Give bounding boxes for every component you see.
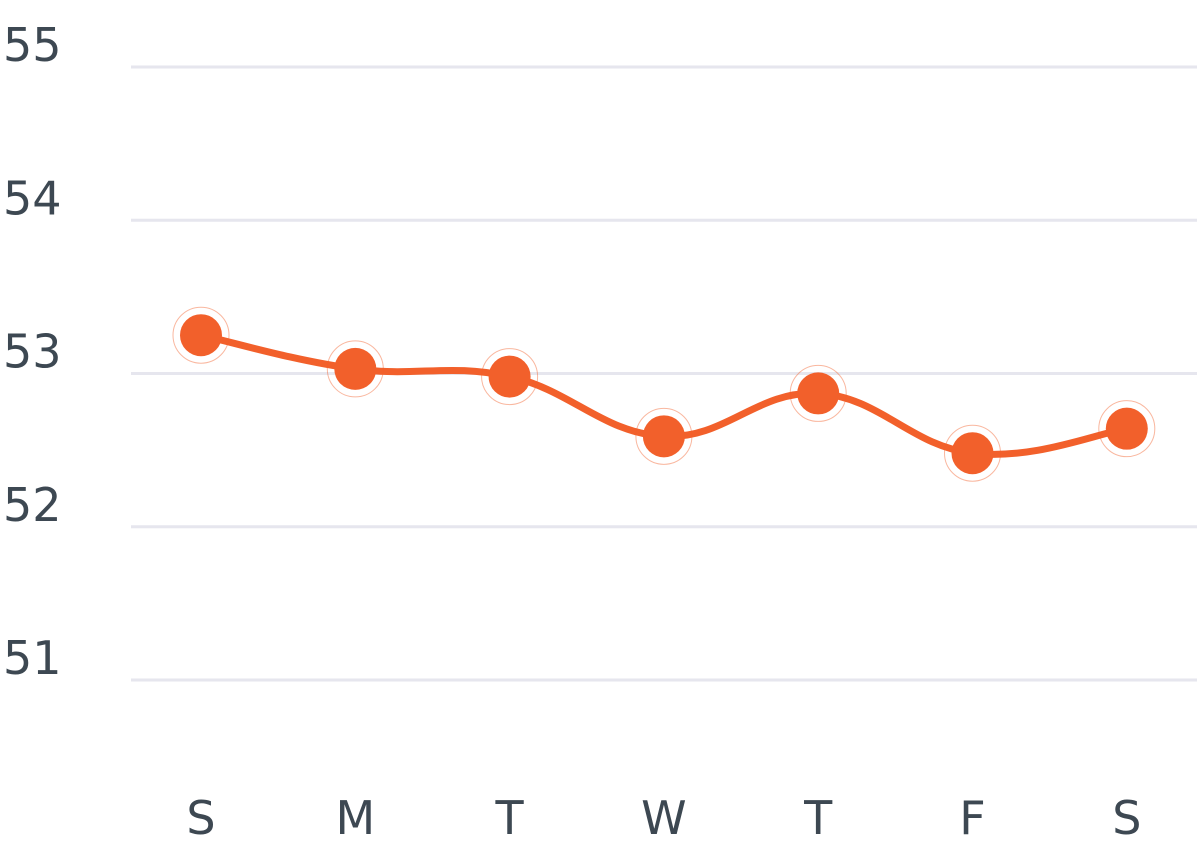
marker-layer [172, 306, 1156, 482]
data-point-halo [481, 348, 539, 406]
data-point-marker [180, 314, 222, 357]
y-tick-label: 53 [3, 325, 62, 379]
data-point-halo [789, 364, 847, 422]
data-point-marker [488, 355, 531, 398]
x-tick-label: S [186, 791, 215, 843]
data-point-marker [1105, 407, 1148, 450]
x-tick-label: T [495, 791, 525, 843]
data-point-marker [951, 432, 994, 475]
y-axis-tick-labels: 51 52 53 54 55 [3, 18, 62, 685]
data-point[interactable] [1098, 400, 1156, 458]
data-point[interactable] [172, 306, 230, 364]
data-point-marker [642, 415, 685, 458]
data-point-marker [797, 372, 840, 415]
x-tick-label: T [803, 791, 833, 843]
data-point-marker [334, 347, 377, 390]
data-point-halo [1098, 400, 1156, 458]
data-point-halo [944, 424, 1001, 482]
x-tick-label: F [959, 791, 985, 843]
x-tick-label: W [641, 791, 686, 843]
y-tick-label: 52 [3, 478, 62, 532]
y-tick-label: 54 [3, 171, 62, 225]
data-point[interactable] [326, 340, 384, 398]
data-point-halo [635, 407, 693, 465]
grid-lines [131, 65, 1197, 682]
data-point-halo [326, 340, 384, 398]
data-point-halo [172, 306, 230, 364]
y-tick-label: 51 [3, 631, 62, 685]
data-point[interactable] [635, 407, 693, 465]
data-point[interactable] [481, 348, 539, 406]
x-tick-label: S [1112, 791, 1141, 843]
data-point[interactable] [944, 424, 1001, 482]
x-tick-label: M [335, 791, 375, 843]
y-tick-label: 55 [3, 18, 62, 72]
data-point[interactable] [789, 364, 847, 422]
